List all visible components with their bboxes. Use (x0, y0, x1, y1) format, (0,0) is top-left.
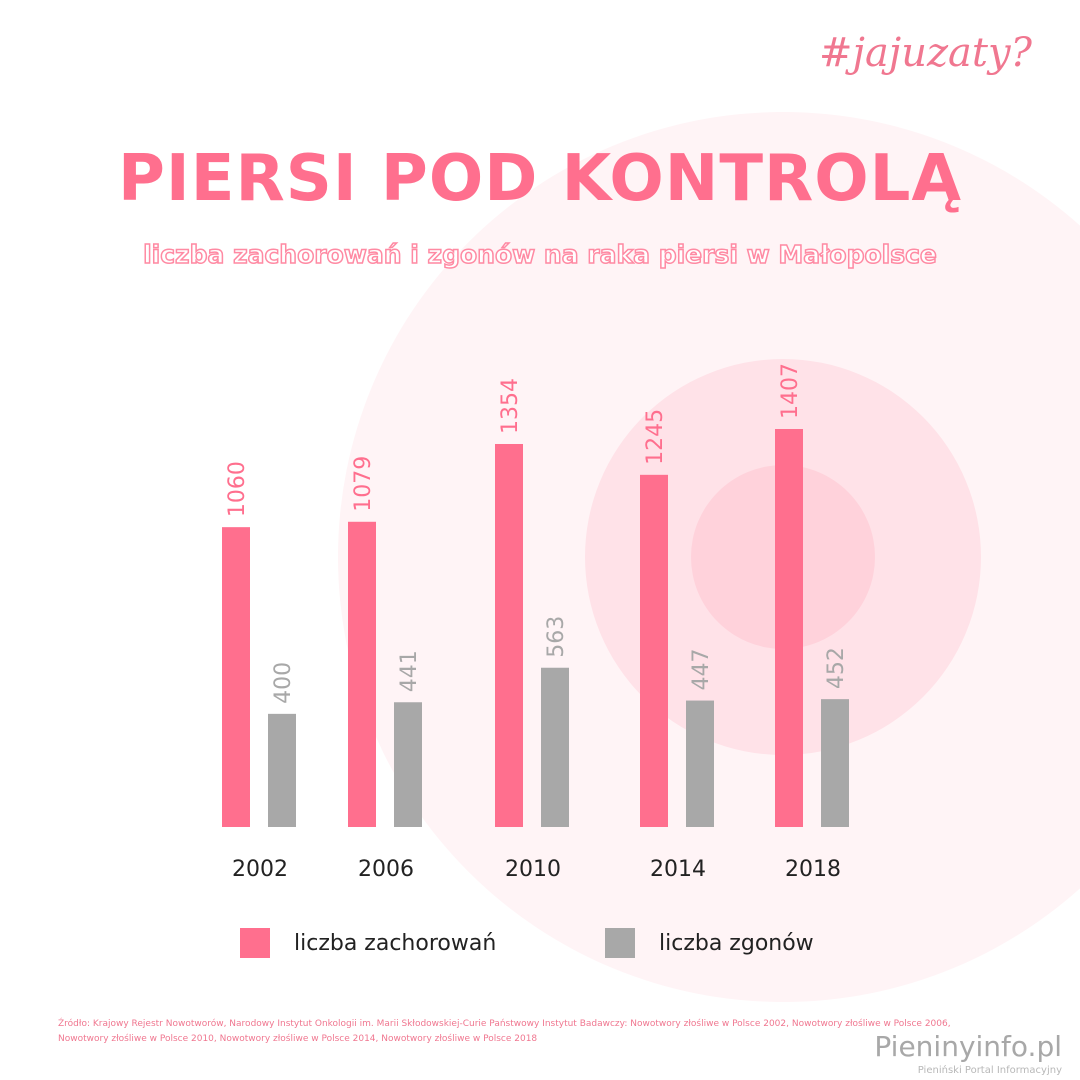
legend-item-deaths: liczba zgonów (605, 928, 814, 958)
bar-deaths-2002 (268, 713, 296, 827)
hashtag: #jajuzaty? (819, 30, 1032, 76)
legend-label-incidence: liczba zachorowań (294, 930, 497, 956)
data-label-incidence-2002: 1060 (225, 461, 250, 517)
bar-deaths-2006 (394, 702, 422, 827)
data-label-incidence-2018: 1407 (778, 363, 803, 419)
brand-name: Pieninyinfo.pl (874, 1030, 1062, 1063)
brand: Pieninyinfo.pl Pieniński Portal Informac… (874, 1030, 1062, 1076)
x-tick-label-2002: 2002 (232, 857, 288, 882)
legend-swatch-incidence (240, 928, 270, 958)
data-label-deaths-2002: 400 (271, 662, 296, 704)
legend-label-deaths: liczba zgonów (659, 930, 814, 956)
brand-tagline: Pieniński Portal Informacyjny (917, 1065, 1062, 1076)
x-tick-label-2014: 2014 (650, 857, 706, 882)
bar-incidence-2014 (640, 474, 668, 827)
bar-incidence-2010 (495, 443, 523, 827)
data-label-incidence-2010: 1354 (498, 378, 523, 434)
data-label-deaths-2006: 441 (397, 650, 422, 692)
data-label-deaths-2018: 452 (824, 647, 849, 689)
data-label-incidence-2014: 1245 (643, 409, 668, 465)
x-tick-label-2006: 2006 (358, 857, 414, 882)
legend-swatch-deaths (605, 928, 635, 958)
bar-incidence-2018 (775, 429, 803, 827)
source-note: Źródło: Krajowy Rejestr Nowotworów, Naro… (58, 1019, 951, 1044)
bar-deaths-2010 (541, 667, 569, 827)
bar-incidence-2006 (348, 521, 376, 827)
bar-incidence-2002 (222, 527, 250, 827)
x-tick-label-2018: 2018 (785, 857, 841, 882)
data-label-incidence-2006: 1079 (351, 456, 376, 512)
legend-item-incidence: liczba zachorowań (240, 928, 496, 958)
data-label-deaths-2014: 447 (689, 649, 714, 691)
x-tick-label-2010: 2010 (505, 857, 561, 882)
data-label-deaths-2010: 563 (544, 616, 569, 658)
page-title: PIERSI POD KONTROLĄ (118, 142, 962, 216)
bar-deaths-2014 (686, 700, 714, 827)
page-subtitle: liczba zachorowań i zgonów na raka piers… (142, 239, 937, 270)
bar-deaths-2018 (821, 699, 849, 827)
